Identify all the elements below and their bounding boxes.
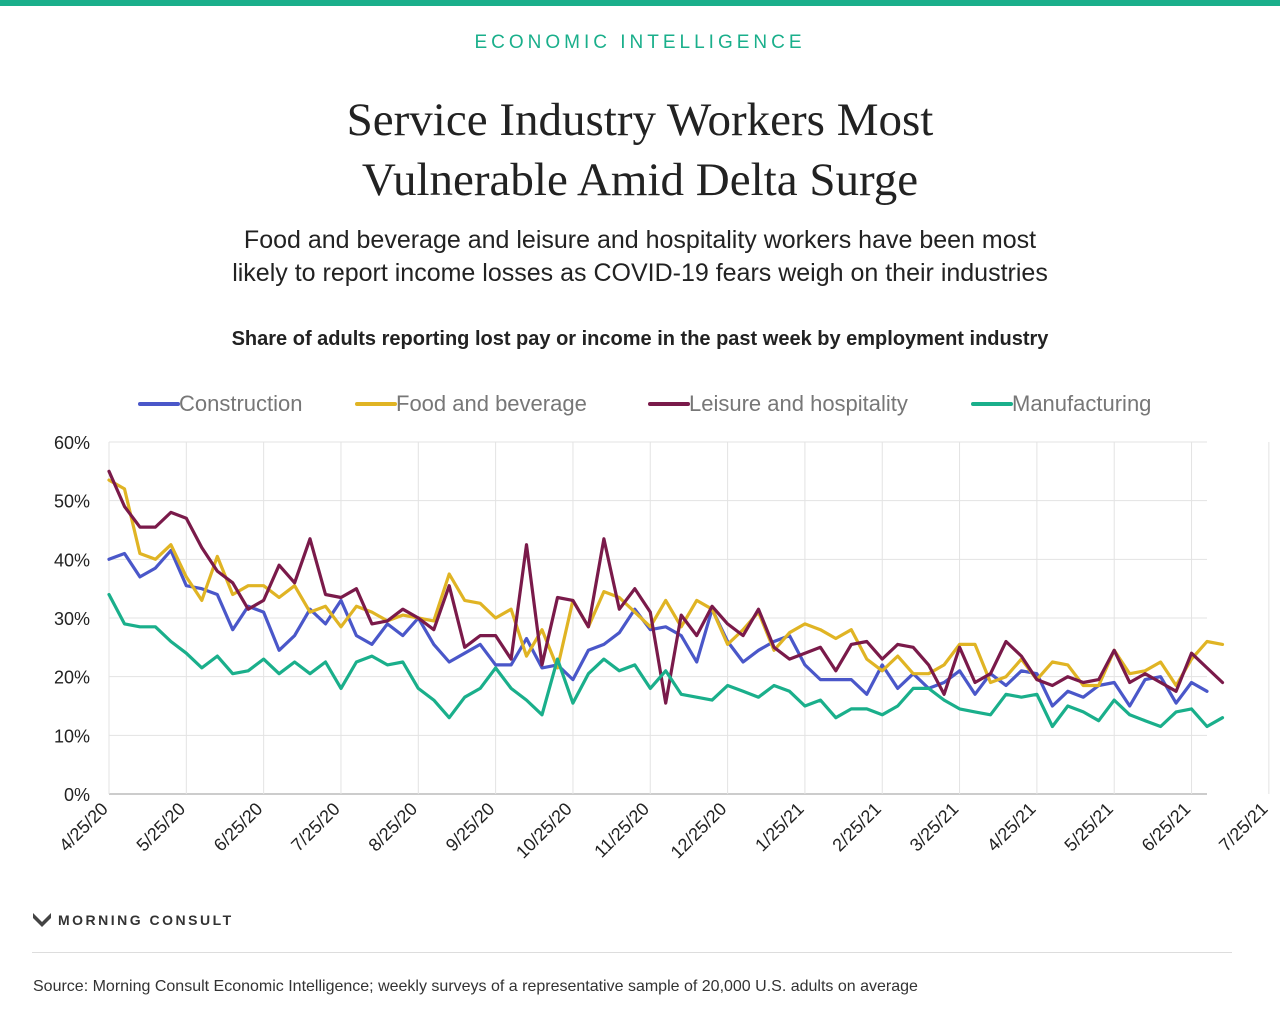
x-tick-label: 7/25/20 [287,799,344,856]
y-tick-label: 20% [54,668,90,688]
legend-label-2: Food and beverage [396,391,587,416]
x-tick-label: 8/25/20 [365,799,422,856]
x-tick-label: 6/25/20 [210,799,267,856]
series-line-leisure-and-hospitality [107,469,1225,705]
x-tick-label: 12/25/20 [667,799,731,863]
series-line-manufacturing [107,592,1225,729]
x-tick-label: 9/25/20 [442,799,499,856]
x-tick-label: 11/25/20 [590,799,653,862]
title-line-1: Service Industry Workers Most [346,94,934,146]
x-tick-label: 4/25/20 [55,799,112,856]
y-tick-label: 10% [54,726,90,746]
legend-label-1: Construction [179,391,303,416]
legend-label-3: Leisure and hospitality [689,391,908,416]
x-tick-label: 3/25/21 [906,799,963,856]
page-title: Service Industry Workers Most Vulnerable… [0,90,1280,210]
y-tick-label: 50% [54,492,90,512]
x-tick-label: 2/25/21 [828,799,885,856]
series-line-construction [107,548,1209,708]
footer-brand: MORNING CONSULT [32,908,234,932]
title-line-2: Vulnerable Amid Delta Surge [361,154,919,206]
series-line-food-and-beverage [107,478,1225,688]
x-tick-label: 1/25/21 [751,799,808,856]
legend-label-4: Manufacturing [1012,391,1151,416]
x-tick-label: 4/25/21 [983,799,1040,856]
top-accent-bar [0,0,1280,6]
y-tick-label: 30% [54,609,90,629]
page-subtitle: Food and beverage and leisure and hospit… [140,224,1140,290]
brand-name: MORNING CONSULT [58,912,234,928]
line-chart: Construction Food and beverage Leisure and… [54,391,1272,863]
x-tick-label: 7/25/21 [1215,799,1272,856]
y-tick-label: 60% [54,433,90,453]
x-tick-label: 10/25/20 [512,799,576,863]
footer-divider [32,952,1232,953]
subtitle-line-2: likely to report income losses as COVID-… [232,259,1048,287]
section-eyebrow: ECONOMIC INTELLIGENCE [474,32,806,53]
x-tick-label: 5/25/20 [133,799,190,856]
morning-consult-logo-icon [33,913,51,927]
chart-title: Share of adults reporting lost pay or in… [231,328,1049,350]
source-note: Source: Morning Consult Economic Intelli… [33,978,918,995]
x-tick-label: 6/25/21 [1138,799,1195,856]
y-tick-label: 0% [64,785,90,805]
y-tick-label: 40% [54,550,90,570]
x-tick-label: 5/25/21 [1060,799,1117,856]
subtitle-line-1: Food and beverage and leisure and hospit… [243,226,1037,254]
